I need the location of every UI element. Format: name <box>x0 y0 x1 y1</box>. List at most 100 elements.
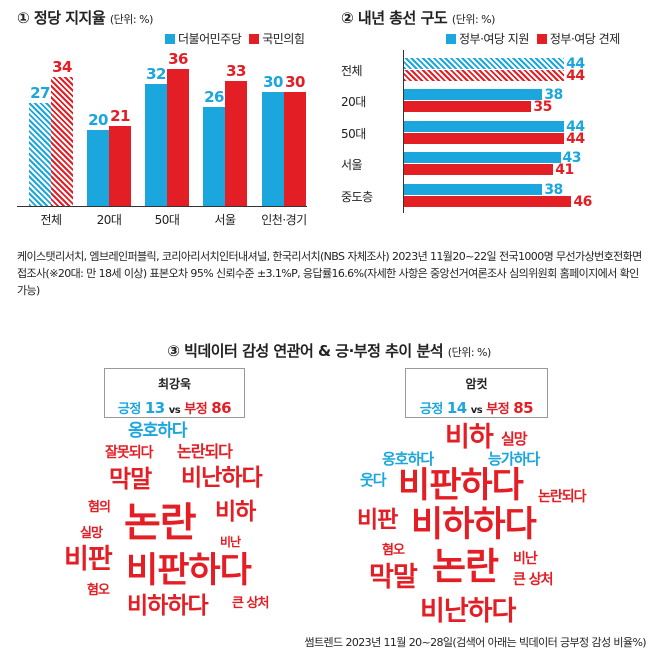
legend-label: 더불어민주당 <box>178 32 242 46</box>
data-label: 43 <box>562 150 582 166</box>
keyword-name: 암컷 <box>465 377 488 391</box>
chart1-legend: 더불어민주당 국민의힘 <box>165 30 305 47</box>
y-tick-label: 20대 <box>341 95 366 109</box>
cloud-word: 논란 <box>432 545 499 588</box>
x-tick-label: 서울 <box>214 213 236 227</box>
legend-swatch <box>446 34 456 44</box>
negative-label: 부정 <box>184 402 208 417</box>
sentiment-score: 긍정 13 vs 부정 86 <box>105 398 244 417</box>
legend-swatch <box>536 34 547 44</box>
cloud-word: 비판하다 <box>398 466 524 506</box>
legend-swatch <box>165 34 175 44</box>
data-label: 33 <box>226 61 246 80</box>
section3-unit: (단위: %) <box>447 346 491 359</box>
x-tick-label: 인천·경기 <box>261 213 307 227</box>
data-label: 36 <box>168 50 188 69</box>
data-label: 20 <box>88 111 108 129</box>
sentiment-box-left: 최강욱 긍정 13 vs 부정 86 <box>104 368 245 418</box>
x-axis-line <box>17 206 307 207</box>
section3-title-text: ③ 빅데이터 감성 연관어 & 긍·부정 추이 분석 <box>167 342 444 360</box>
cloud-word: 비판 <box>357 507 398 533</box>
legend-label: 국민의힘 <box>262 32 305 46</box>
negative-value: 85 <box>513 399 534 417</box>
y-axis-line <box>403 50 404 213</box>
survey-note: 케이스탯리서치, 엠브레인퍼블릭, 코리아리서치인터내셔널, 한국리서치(NBS… <box>17 250 642 297</box>
cloud-word: 실망 <box>80 526 103 541</box>
y-tick-label: 50대 <box>341 127 366 141</box>
chart1-plot: 27 34 전체 20 21 20대 32 36 50대 26 33 서울 30 30 인천·경기 <box>0 0 330 230</box>
x-tick-label: 50대 <box>154 213 180 227</box>
cloud-word: 옹호하다 <box>128 421 188 441</box>
cloud-word: 논란 <box>124 500 197 546</box>
data-label: 34 <box>52 57 72 76</box>
chart2-title-text: ② 내년 총선 구도 <box>341 9 448 27</box>
positive-label: 긍정 <box>419 402 443 417</box>
source-note: 썸트렌드 2023년 11월 20~28일(검색어 아래는 빅데이터 긍부정 감… <box>304 636 647 649</box>
cloud-word: 능가하다 <box>488 450 540 468</box>
x-tick-label: 20대 <box>96 213 122 227</box>
chart2-unit: (단위: %) <box>451 13 495 26</box>
bar <box>404 101 532 112</box>
bar <box>404 196 572 207</box>
vs-label: vs <box>470 405 483 416</box>
data-label: 30 <box>263 73 283 91</box>
bar <box>29 103 51 206</box>
cloud-word: 옹호하다 <box>382 450 434 468</box>
bar <box>404 164 554 175</box>
chart1-unit: (단위: %) <box>109 13 153 26</box>
cloud-word: 큰 상처 <box>513 572 554 588</box>
vs-label: vs <box>168 405 181 416</box>
positive-value: 13 <box>144 399 165 417</box>
bar <box>167 69 189 206</box>
data-label: 35 <box>533 99 552 115</box>
bar <box>145 84 167 206</box>
cloud-word: 혐오 <box>382 543 405 558</box>
bar <box>51 76 73 206</box>
data-label: 32 <box>146 65 166 84</box>
bar <box>404 89 543 100</box>
chart1-title-text: ① 정당 지지율 <box>17 9 106 27</box>
bar <box>404 121 565 132</box>
section3-title: ③ 빅데이터 감성 연관어 & 긍·부정 추이 분석 (단위: %) <box>0 340 658 361</box>
legend-item-check: 정부·여당 견제 <box>536 30 620 47</box>
bar <box>87 130 109 206</box>
data-label: 41 <box>555 162 574 178</box>
legend-label: 정부·여당 지원 <box>459 32 529 46</box>
cloud-word: 잘못되다 <box>105 445 154 461</box>
data-label: 44 <box>566 119 585 135</box>
data-label: 44 <box>566 131 585 147</box>
bar <box>404 70 565 81</box>
cloud-word: 비난하다 <box>181 465 263 491</box>
data-label: 38 <box>544 87 563 103</box>
y-tick-label: 전체 <box>341 64 363 78</box>
chart2-legend: 정부·여당 지원 정부·여당 견제 <box>446 30 620 47</box>
x-tick-label: 전체 <box>40 213 62 227</box>
data-label: 27 <box>30 84 50 103</box>
data-label: 44 <box>566 68 585 84</box>
bar <box>225 80 247 206</box>
sentiment-score: 긍정 14 vs 부정 85 <box>406 398 547 417</box>
data-label: 30 <box>285 73 305 91</box>
cloud-word: 실망 <box>501 430 528 448</box>
legend-item-democratic: 더불어민주당 <box>165 30 242 47</box>
cloud-word: 막말 <box>369 562 418 593</box>
keyword-name: 최강욱 <box>157 377 192 391</box>
cloud-word: 비판 <box>64 544 113 575</box>
legend-swatch <box>249 34 260 44</box>
chart2-plot: 44 44 전체 38 35 20대 44 44 50대 43 41 서울 38 46 중도층 <box>0 0 658 230</box>
cloud-word: 논란되다 <box>177 442 233 461</box>
cloud-word: 비하하다 <box>127 593 209 619</box>
data-label: 21 <box>110 107 130 126</box>
cloud-word: 혐오 <box>87 583 110 598</box>
chart2-title: ② 내년 총선 구도 (단위: %) <box>341 7 495 28</box>
cloud-word: 비하하다 <box>411 505 537 545</box>
cloud-word: 웃다 <box>360 471 387 489</box>
bar <box>262 92 284 206</box>
cloud-word: 비난하다 <box>420 596 516 627</box>
bar <box>203 107 225 206</box>
cloud-word: 비난 <box>220 535 241 549</box>
bar <box>109 126 131 206</box>
sentiment-box-right: 암컷 긍정 14 vs 부정 85 <box>405 368 548 418</box>
cloud-word: 큰 상처 <box>232 596 269 611</box>
